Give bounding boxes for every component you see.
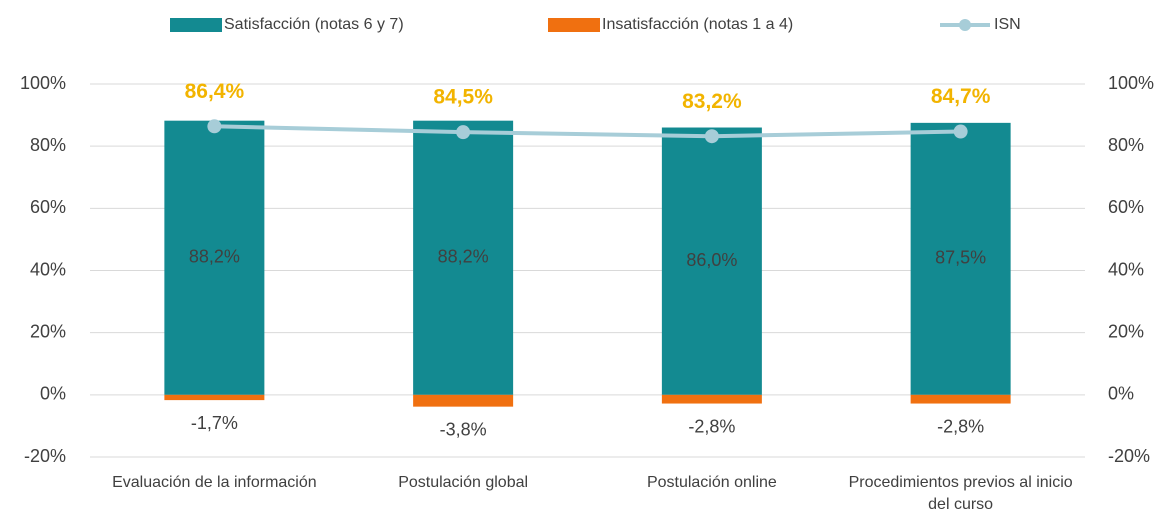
- data-label: 87,5%: [935, 248, 986, 268]
- y-tick-label: 100%: [20, 73, 66, 93]
- legend-swatch: [548, 18, 600, 32]
- y-tick-label: 60%: [30, 197, 66, 217]
- bar: [661, 394, 762, 404]
- data-label: 88,2%: [438, 247, 489, 267]
- y2-tick-label: 40%: [1108, 259, 1144, 279]
- point: [704, 129, 719, 144]
- bar: [661, 127, 762, 395]
- y2-tick-label: 0%: [1108, 384, 1134, 404]
- bar: [164, 394, 265, 401]
- bar: [910, 394, 1011, 404]
- data-label: 84,7%: [931, 85, 991, 108]
- y-tick-label: 0%: [40, 384, 66, 404]
- point: [456, 125, 471, 140]
- x-tick-label: Evaluación de la información: [112, 474, 317, 491]
- y-tick-label: 20%: [30, 321, 66, 341]
- bar: [164, 120, 265, 395]
- data-label: 83,2%: [682, 90, 742, 113]
- legend-label: Satisfacción (notas 6 y 7): [224, 16, 404, 33]
- y2-tick-label: 20%: [1108, 321, 1144, 341]
- data-label: -2,8%: [688, 416, 735, 436]
- y2-tick-label: 80%: [1108, 135, 1144, 155]
- data-label: 84,5%: [433, 86, 493, 109]
- bar: [910, 122, 1011, 395]
- legend-swatch: [170, 18, 222, 32]
- y2-tick-label: 60%: [1108, 197, 1144, 217]
- y-tick-label: 40%: [30, 259, 66, 279]
- y2-tick-label: 100%: [1108, 73, 1154, 93]
- point: [207, 119, 222, 134]
- legend-label: Insatisfacción (notas 1 a 4): [602, 16, 793, 33]
- x-tick-label: Postulación global: [398, 474, 529, 491]
- y-tick-label: 80%: [30, 135, 66, 155]
- data-label: -3,8%: [440, 419, 487, 439]
- y2-tick-label: -20%: [1108, 446, 1150, 466]
- x-tick-label: Postulación online: [646, 474, 777, 491]
- legend-label: ISN: [994, 16, 1021, 33]
- point: [953, 124, 968, 139]
- data-label: 86,4%: [185, 80, 245, 103]
- line: [214, 124, 961, 139]
- y-tick-label: -20%: [24, 446, 66, 466]
- x-tick-label: Procedimientos previos al inicio del cur…: [848, 474, 1073, 513]
- legend-swatch: [959, 19, 971, 31]
- data-label: -2,8%: [937, 416, 984, 436]
- data-label: 88,2%: [189, 247, 240, 267]
- bar: [413, 394, 514, 407]
- data-label: 86,0%: [686, 250, 737, 270]
- data-label: -1,7%: [191, 413, 238, 433]
- bar: [413, 120, 514, 395]
